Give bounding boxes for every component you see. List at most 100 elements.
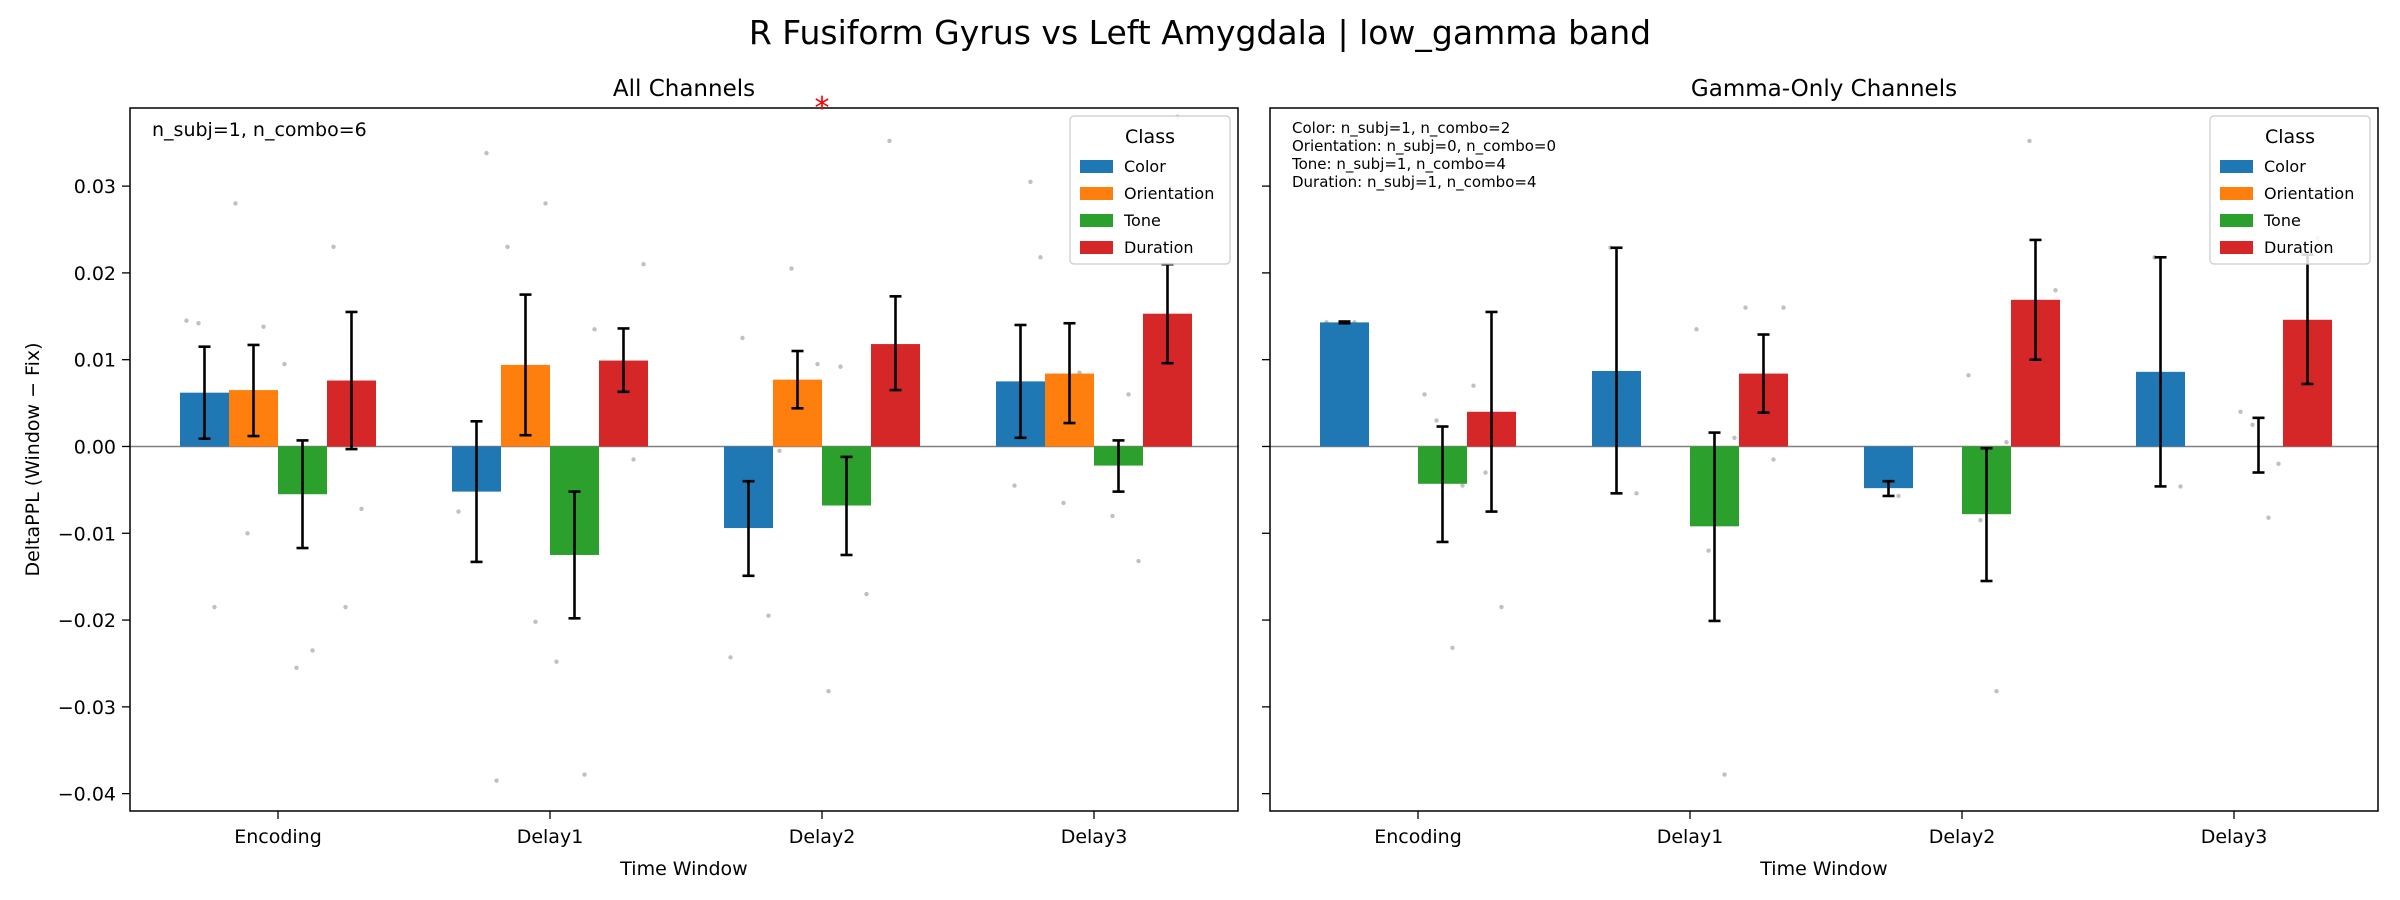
- data-point-orientation: [245, 531, 250, 536]
- legend-label-color: Color: [2264, 157, 2306, 176]
- legend-swatch-duration: [2220, 241, 2253, 254]
- data-point-color: [196, 321, 201, 326]
- data-point-duration: [1499, 604, 1504, 610]
- data-point-tone: [294, 665, 299, 670]
- data-point-orientation: [505, 244, 510, 250]
- data-point-tone: [1978, 518, 1983, 523]
- data-point-duration: [1483, 470, 1488, 475]
- data-point-tone: [1450, 645, 1455, 651]
- x-tick-label: Delay2: [789, 826, 856, 848]
- data-point-tone: [864, 591, 869, 597]
- data-point-color: [184, 318, 189, 323]
- x-tick-label: Delay2: [1929, 826, 1996, 848]
- panel-annotation-line: Duration: n_subj=1, n_combo=4: [1292, 173, 1537, 192]
- plot-frame: [129, 107, 1239, 812]
- x-axis-label: Time Window: [619, 858, 747, 880]
- panel-annotation-line: Color: n_subj=1, n_combo=2: [1292, 119, 1510, 138]
- data-point-tone: [582, 772, 587, 777]
- legend-swatch-duration: [1080, 241, 1113, 254]
- x-tick-label: Delay3: [1061, 826, 1128, 848]
- data-point-orientation: [233, 201, 238, 206]
- legend: Class Color Orientation Tone Duration: [2209, 115, 2371, 265]
- data-point-orientation: [543, 201, 548, 206]
- y-tick-label: 0.01: [74, 350, 116, 372]
- y-axis-label: DeltaPPL (Window − Fix): [22, 342, 44, 576]
- data-point-orientation: [1061, 500, 1066, 506]
- panel-annotation-line: Tone: n_subj=1, n_combo=4: [1291, 155, 1506, 174]
- legend: Class Color Orientation Tone Duration: [1069, 115, 1231, 265]
- data-point-color: [766, 613, 771, 618]
- data-point-duration: [331, 244, 336, 250]
- legend-swatch-color: [1080, 160, 1113, 173]
- data-point-color: [1038, 255, 1043, 260]
- data-point-tone: [1460, 483, 1465, 488]
- figure-title: R Fusiform Gyrus vs Left Amygdala | low_…: [749, 13, 1651, 52]
- data-point-tone: [1994, 689, 1999, 694]
- data-point-tone: [1732, 435, 1737, 441]
- data-point-tone: [1722, 772, 1727, 777]
- data-point-tone: [826, 689, 831, 694]
- panel-title: All Channels: [613, 76, 755, 102]
- data-point-tone: [1422, 392, 1427, 397]
- panel-annotation: n_subj=1, n_combo=6: [152, 119, 367, 141]
- data-point-duration: [887, 138, 892, 144]
- data-point-tone: [2238, 409, 2243, 414]
- data-point-tone: [838, 364, 843, 369]
- data-point-orientation: [777, 448, 782, 454]
- data-point-color: [1028, 179, 1033, 184]
- data-point-duration: [2027, 138, 2032, 144]
- data-point-tone: [1966, 373, 1971, 378]
- legend-label-duration: Duration: [2264, 238, 2334, 257]
- y-tick-label: 0.03: [74, 176, 116, 198]
- legend-label-color: Color: [1124, 157, 1166, 176]
- chart-panel-2: Encoding Delay1 Delay2 Delay3 Gamma-Only Cha…: [1262, 76, 2379, 880]
- chart-panel-1: 0.03 0.02 0.01 0.00 −0.01 −0.02 −0.03 −0.04 Enco…: [22, 76, 1239, 880]
- data-point-tone: [2004, 439, 2009, 445]
- legend-label-tone: Tone: [1123, 211, 1161, 230]
- data-point-orientation: [533, 619, 538, 624]
- plot-frame: [1269, 107, 2379, 812]
- data-point-duration: [1771, 457, 1776, 462]
- x-tick-label: Encoding: [1374, 826, 1462, 848]
- y-tick-label: 0.00: [74, 436, 116, 458]
- data-point-color: [494, 778, 499, 783]
- y-tick-label: −0.04: [58, 784, 116, 806]
- data-point-duration: [1781, 305, 1786, 310]
- x-tick-label: Encoding: [234, 826, 322, 848]
- data-point-color: [728, 655, 733, 660]
- y-tick-label: 0.02: [74, 263, 116, 285]
- x-tick-label: Delay1: [517, 826, 584, 848]
- x-tick-label: Delay3: [2201, 826, 2268, 848]
- data-point-color: [740, 335, 745, 341]
- data-point-duration: [343, 604, 348, 610]
- legend-label-duration: Duration: [1124, 238, 1194, 257]
- x-axis-label: Time Window: [1759, 858, 1887, 880]
- data-point-tone: [310, 648, 315, 653]
- panel-title: Gamma-Only Channels: [1691, 76, 1957, 102]
- data-point-tone: [1706, 548, 1711, 553]
- significance-star: *: [815, 91, 830, 126]
- data-point-orientation: [261, 324, 266, 329]
- legend-title: Class: [2265, 126, 2315, 148]
- data-point-tone: [1694, 327, 1699, 332]
- data-point-tone: [2276, 461, 2281, 467]
- data-point-color: [456, 509, 461, 514]
- data-point-color: [1012, 483, 1017, 488]
- data-point-tone: [2250, 422, 2255, 427]
- data-point-tone: [1126, 392, 1131, 397]
- data-point-color: [484, 150, 489, 156]
- legend-swatch-orientation: [2220, 187, 2253, 200]
- x-tick-label: Delay1: [1657, 826, 1724, 848]
- data-point-color: [1896, 493, 1901, 499]
- data-point-tone: [1434, 418, 1439, 423]
- data-point-tone: [554, 659, 559, 664]
- data-point-tone: [1136, 558, 1141, 564]
- legend-label-tone: Tone: [2263, 211, 2301, 230]
- legend-swatch-tone: [2220, 214, 2253, 227]
- y-tick-label: −0.01: [58, 523, 116, 545]
- data-point-tone: [2266, 515, 2271, 520]
- data-point-duration: [641, 262, 646, 267]
- legend-swatch-orientation: [1080, 187, 1113, 200]
- data-point-color: [212, 604, 217, 610]
